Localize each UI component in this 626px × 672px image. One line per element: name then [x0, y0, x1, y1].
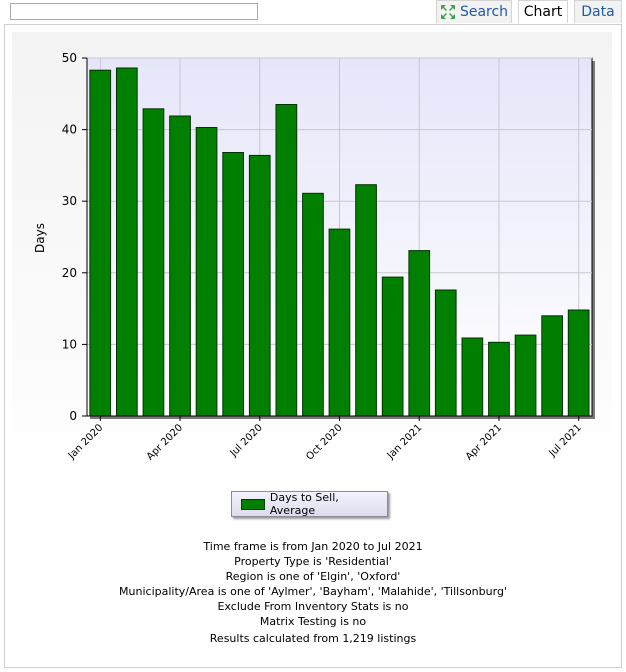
bar-apr-2020	[169, 115, 191, 417]
bar-aug-2020	[275, 104, 298, 417]
bar-jan-2021	[408, 250, 431, 417]
bar-nov-2020	[355, 184, 377, 417]
bar-mar-2021	[461, 337, 484, 417]
tab-data-label: Data	[581, 4, 615, 20]
criteria-summary: Time frame is from Jan 2020 to Jul 2021 …	[0, 539, 626, 646]
tab-search[interactable]: Search	[436, 0, 512, 23]
expand-icon	[440, 5, 455, 19]
criteria-line: Matrix Testing is no	[259, 615, 367, 628]
tab-chart[interactable]: Chart	[518, 0, 568, 23]
x-tick-label: Jul 2021	[547, 422, 584, 459]
bar-jul-2021	[567, 309, 590, 417]
results-count: Results calculated from 1,219 listings	[209, 632, 417, 645]
x-tick-label: Jan 2021	[385, 422, 425, 462]
legend: Days to Sell, Average	[231, 491, 388, 517]
bar-may-2020	[195, 127, 218, 417]
criteria-line: Time frame is from Jan 2020 to Jul 2021	[203, 540, 423, 553]
top-toolbar: Search Chart Data	[0, 0, 626, 24]
criteria-line: Municipality/Area is one of 'Aylmer', 'B…	[119, 585, 507, 598]
y-tick-label: 50	[62, 51, 77, 65]
x-tick-label: Jul 2020	[228, 422, 265, 459]
y-tick-label: 10	[62, 337, 77, 351]
bar-jan-2020	[89, 69, 112, 417]
bar-jun-2021	[541, 315, 563, 417]
x-tick-label: Jan 2020	[66, 422, 106, 462]
bar-may-2021	[514, 334, 537, 417]
y-tick-label: 0	[69, 409, 77, 423]
bar-jun-2020	[222, 152, 245, 417]
bar-apr-2021	[488, 341, 510, 417]
bars	[89, 67, 590, 417]
bar-feb-2021	[434, 289, 457, 417]
criteria-line: Property Type is 'Residential'	[234, 555, 392, 568]
bar-jul-2020	[248, 154, 271, 417]
criteria-line: Exclude From Inventory Stats is no	[217, 600, 409, 613]
tab-data[interactable]: Data	[574, 0, 622, 23]
bar-feb-2020	[116, 67, 138, 417]
x-tick-label: Oct 2020	[304, 422, 344, 462]
legend-swatch	[241, 498, 265, 510]
bar-mar-2020	[142, 108, 165, 417]
bar-dec-2020	[381, 276, 404, 417]
search-input[interactable]	[10, 3, 258, 20]
x-tick-label: Apr 2020	[145, 422, 185, 462]
y-tick-label: 40	[62, 123, 77, 137]
bar-chart: 0 10 20 30 40 50 Jan 2020 Apr 2020 Jul 2020 Oct 2…	[33, 51, 595, 463]
y-axis-label: Days	[33, 223, 47, 253]
x-tick-label: Apr 2021	[464, 422, 504, 462]
y-tick-label: 30	[62, 194, 77, 208]
tab-chart-label: Chart	[523, 4, 563, 20]
y-tick-label: 20	[62, 266, 77, 280]
legend-label: Days to Sell, Average	[269, 491, 339, 517]
criteria-line: Region is one of 'Elgin', 'Oxford'	[225, 570, 401, 583]
bar-sep-2020	[302, 192, 324, 417]
tab-search-label: Search	[459, 4, 509, 20]
bar-oct-2020	[328, 228, 351, 417]
